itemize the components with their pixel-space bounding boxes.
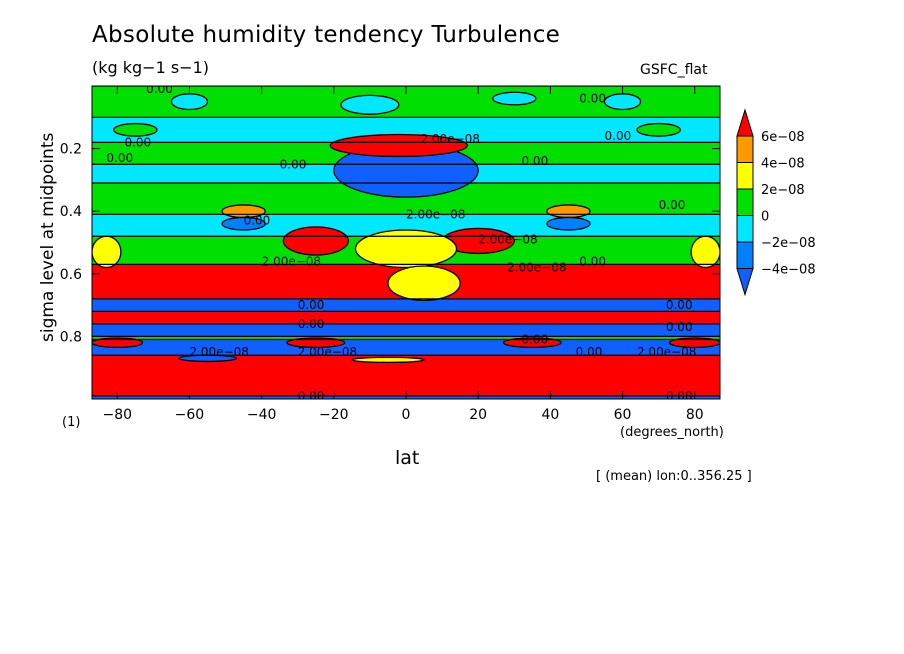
contour-label-1: 0.00 — [579, 92, 606, 106]
source-label: GSFC_flat — [640, 62, 708, 78]
colorbar-swatch-2 — [736, 162, 754, 190]
contour-label-2: 0.00 — [124, 135, 151, 149]
x-ticks: −80 −60 −40 −20 0 20 40 60 80 — [102, 86, 704, 423]
x-tick-label-5: 20 — [469, 407, 487, 423]
contour-label-15: 0.00 — [298, 298, 325, 312]
region-8 — [221, 216, 266, 231]
region-9 — [546, 216, 591, 231]
region-20 — [340, 94, 400, 115]
contour-label-24: 0.00 — [298, 389, 325, 403]
x-tick-label-2: −40 — [247, 407, 277, 423]
band-10 — [92, 323, 720, 337]
region-12 — [92, 337, 144, 349]
contour-label-21: 2.00e−08 — [637, 345, 696, 359]
contour-label-9: 2.00e−08 — [406, 207, 465, 221]
contour-label-4: 0.00 — [605, 129, 632, 143]
contour-label-12: 2.00e−08 — [262, 254, 321, 268]
contour-label-18: 0.00 — [666, 320, 693, 334]
region-16 — [286, 337, 346, 349]
region-15 — [502, 337, 562, 349]
band-11 — [92, 336, 720, 341]
colorbar: 6e−08 4e−08 2e−08 0 −2e−08 −4e−08 — [736, 108, 816, 297]
colorbar-swatch-1 — [736, 135, 754, 163]
contour-label-23: 2.00e−08 — [298, 345, 357, 359]
contour-label-5: 0.00 — [280, 157, 307, 171]
band-9 — [92, 311, 720, 325]
band-12 — [92, 339, 720, 356]
contour-label-14: 0.00 — [579, 254, 606, 268]
x-tick-label-0: −80 — [102, 407, 132, 423]
region-2 — [282, 226, 349, 256]
contour-label-10: 2.00e−08 — [478, 232, 537, 246]
contour-label-20: 0.00 — [576, 345, 603, 359]
chart-title: Absolute humidity tendency Turbulence — [92, 22, 561, 48]
contour-label-7: 0.00 — [521, 154, 548, 168]
contour-label-16: 0.00 — [666, 298, 693, 312]
y-tick-label-1: 0.4 — [60, 204, 82, 220]
x-axis-label: lat — [395, 447, 420, 469]
colorbar-label-1: 4e−08 — [761, 157, 805, 172]
y-tick-label-2: 0.6 — [60, 267, 82, 283]
y-tick-label-0: 0.2 — [60, 142, 82, 158]
colorbar-swatch-3 — [736, 188, 754, 216]
colorbar-label-2: 2e−08 — [761, 183, 805, 198]
colorbar-swatch-5 — [736, 241, 754, 269]
region-7 — [546, 204, 591, 219]
x-tick-label-8: 80 — [686, 407, 704, 423]
corner-label: (1) — [62, 415, 81, 430]
region-18 — [170, 93, 209, 111]
contour-label-11: 0.00 — [244, 214, 271, 228]
contour-label-0: 0.00 — [146, 82, 173, 96]
contour-label-13: 2.00e−08 — [507, 261, 566, 275]
region-10 — [92, 235, 122, 269]
contour-label-3: 0.00 — [106, 151, 133, 165]
contour-label-25: 0.00 — [666, 389, 693, 403]
region-22 — [113, 122, 158, 137]
contour-label-19: 0.00 — [521, 333, 548, 347]
region-11 — [690, 235, 720, 269]
region-21 — [491, 91, 537, 106]
contour-label-22: 2.00e−08 — [189, 345, 248, 359]
contour-label-17: 0.00 — [298, 317, 325, 331]
units-label: (kg kg−1 s−1) — [92, 58, 210, 77]
colorbar-bottom-arrow — [736, 268, 754, 297]
x-tick-label-3: −20 — [319, 407, 349, 423]
region-23 — [636, 122, 681, 137]
x-tick-label-1: −60 — [175, 407, 205, 423]
region-19 — [603, 93, 642, 111]
contour-lines — [92, 86, 720, 397]
mean-note: [ (mean) lon:0..356.25 ] — [596, 469, 752, 484]
x-tick-label-4: 0 — [402, 407, 411, 423]
contour-labels: 0.00 0.00 0.00 0.00 0.00 0.00 2.00e−08 0.00 0.00… — [106, 82, 696, 403]
x-tick-label-7: 60 — [614, 407, 632, 423]
region-5 — [387, 265, 461, 302]
colorbar-swatch-4 — [736, 215, 754, 243]
band-8 — [92, 298, 720, 312]
region-14 — [668, 337, 720, 349]
colorbar-top-arrow — [736, 108, 754, 137]
contour-label-8: 0.00 — [659, 198, 686, 212]
contour-label-6: 2.00e−08 — [420, 132, 479, 146]
colorbar-label-3: 0 — [761, 210, 769, 225]
region-1 — [329, 133, 469, 158]
region-4 — [354, 229, 458, 269]
colorbar-label-5: −4e−08 — [761, 263, 816, 278]
colorbar-label-4: −2e−08 — [761, 236, 816, 251]
colorbar-label-0: 6e−08 — [761, 130, 805, 145]
region-17 — [351, 356, 425, 364]
y-tick-label-3: 0.8 — [60, 329, 82, 345]
y-ticks: 0.2 0.4 0.6 0.8 — [60, 142, 720, 345]
color-regions — [92, 91, 720, 364]
x-tick-label-6: 40 — [541, 407, 559, 423]
x-axis-units: (degrees_north) — [620, 425, 724, 440]
